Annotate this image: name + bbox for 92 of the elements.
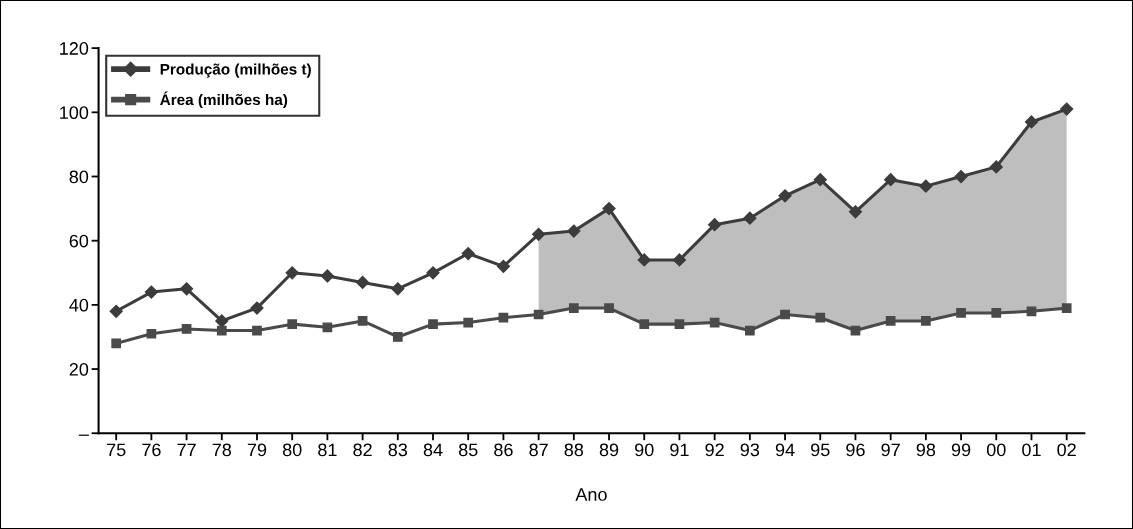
- point: [252, 325, 262, 336]
- point: [285, 266, 299, 280]
- x-tick-label: 93: [740, 443, 760, 457]
- point: [1024, 115, 1039, 129]
- point: [181, 324, 192, 334]
- point: [216, 325, 227, 336]
- x-axis-title: Ano: [575, 488, 607, 501]
- point: [813, 173, 827, 187]
- point: [250, 301, 264, 315]
- point: [989, 160, 1003, 174]
- x-tick-label: 76: [142, 443, 161, 457]
- point: [461, 246, 475, 261]
- x-tick-label: 00: [986, 443, 1006, 457]
- point: [639, 319, 650, 329]
- point: [778, 189, 792, 203]
- x-tick-label: 77: [177, 443, 196, 457]
- x-tick-label: 98: [916, 443, 936, 457]
- x-tick-label: 01: [1022, 443, 1041, 457]
- y-tick-label: 80: [69, 170, 89, 184]
- x-tick-label: 82: [353, 443, 372, 457]
- x-tick-label: 95: [811, 443, 830, 457]
- point: [708, 218, 722, 232]
- point: [428, 319, 438, 329]
- point: [1061, 303, 1072, 313]
- point: [146, 328, 157, 339]
- y-tick-label: 20: [69, 363, 89, 376]
- point: [144, 285, 158, 299]
- x-tick-label: 81: [318, 443, 337, 457]
- point: [956, 308, 966, 318]
- x-tick-label: 91: [670, 443, 689, 457]
- x-tick-label: 92: [705, 443, 724, 457]
- x-tick-label: 86: [494, 443, 513, 457]
- x-tick-label: 84: [423, 443, 443, 457]
- y-tick-label: 40: [69, 298, 89, 312]
- point: [604, 303, 614, 313]
- point: [602, 202, 616, 216]
- point: [637, 253, 651, 267]
- x-tick-label: 02: [1057, 443, 1076, 457]
- point: [884, 173, 898, 187]
- point: [672, 253, 687, 267]
- x-tick-label: 85: [458, 443, 478, 457]
- point: [674, 319, 685, 329]
- point: [287, 319, 298, 329]
- x-tick-label: 79: [247, 443, 267, 457]
- legend-label: Produção (milhões t): [160, 63, 311, 78]
- x-tick-label: 90: [635, 443, 654, 457]
- point: [357, 316, 368, 326]
- point: [532, 227, 546, 241]
- point: [426, 266, 440, 280]
- y-tick-label: 60: [69, 234, 89, 248]
- point: [743, 211, 757, 225]
- point: [919, 179, 933, 193]
- point: [780, 309, 790, 320]
- x-tick-label: 75: [107, 443, 126, 457]
- point: [111, 338, 122, 349]
- point: [463, 317, 474, 328]
- x-tick-label: 89: [599, 443, 619, 457]
- x-tick-label: 97: [881, 443, 900, 457]
- point: [709, 317, 720, 328]
- point: [1060, 102, 1074, 116]
- x-tick-label: 96: [846, 443, 865, 457]
- point: [848, 205, 863, 219]
- point: [320, 269, 334, 283]
- point: [567, 224, 581, 238]
- point: [391, 282, 405, 296]
- x-tick-label: 88: [564, 443, 584, 457]
- x-tick-label: 80: [282, 443, 302, 457]
- x-tick-label: 83: [388, 443, 408, 457]
- x-tick-label: 94: [775, 443, 795, 457]
- x-tick-label: 99: [951, 443, 971, 457]
- point: [1026, 306, 1037, 317]
- point: [991, 308, 1002, 318]
- point: [954, 169, 968, 184]
- legend-label: Área (milhões ha): [160, 91, 288, 109]
- point: [496, 259, 511, 273]
- y-tick-label: 100: [60, 106, 89, 120]
- point: [179, 282, 194, 296]
- point: [885, 316, 896, 326]
- point: [215, 314, 229, 328]
- x-tick-label: 87: [529, 443, 548, 457]
- y-tick-label: 120: [60, 42, 89, 55]
- point: [109, 304, 123, 318]
- point: [356, 275, 370, 290]
- x-tick-label: 78: [212, 443, 232, 457]
- point: [498, 312, 509, 323]
- point: [392, 332, 403, 342]
- y-tick-label: –: [78, 434, 89, 436]
- point: [744, 325, 755, 336]
- point: [322, 322, 333, 333]
- point: [815, 312, 826, 323]
- point: [921, 316, 931, 326]
- point: [568, 303, 579, 313]
